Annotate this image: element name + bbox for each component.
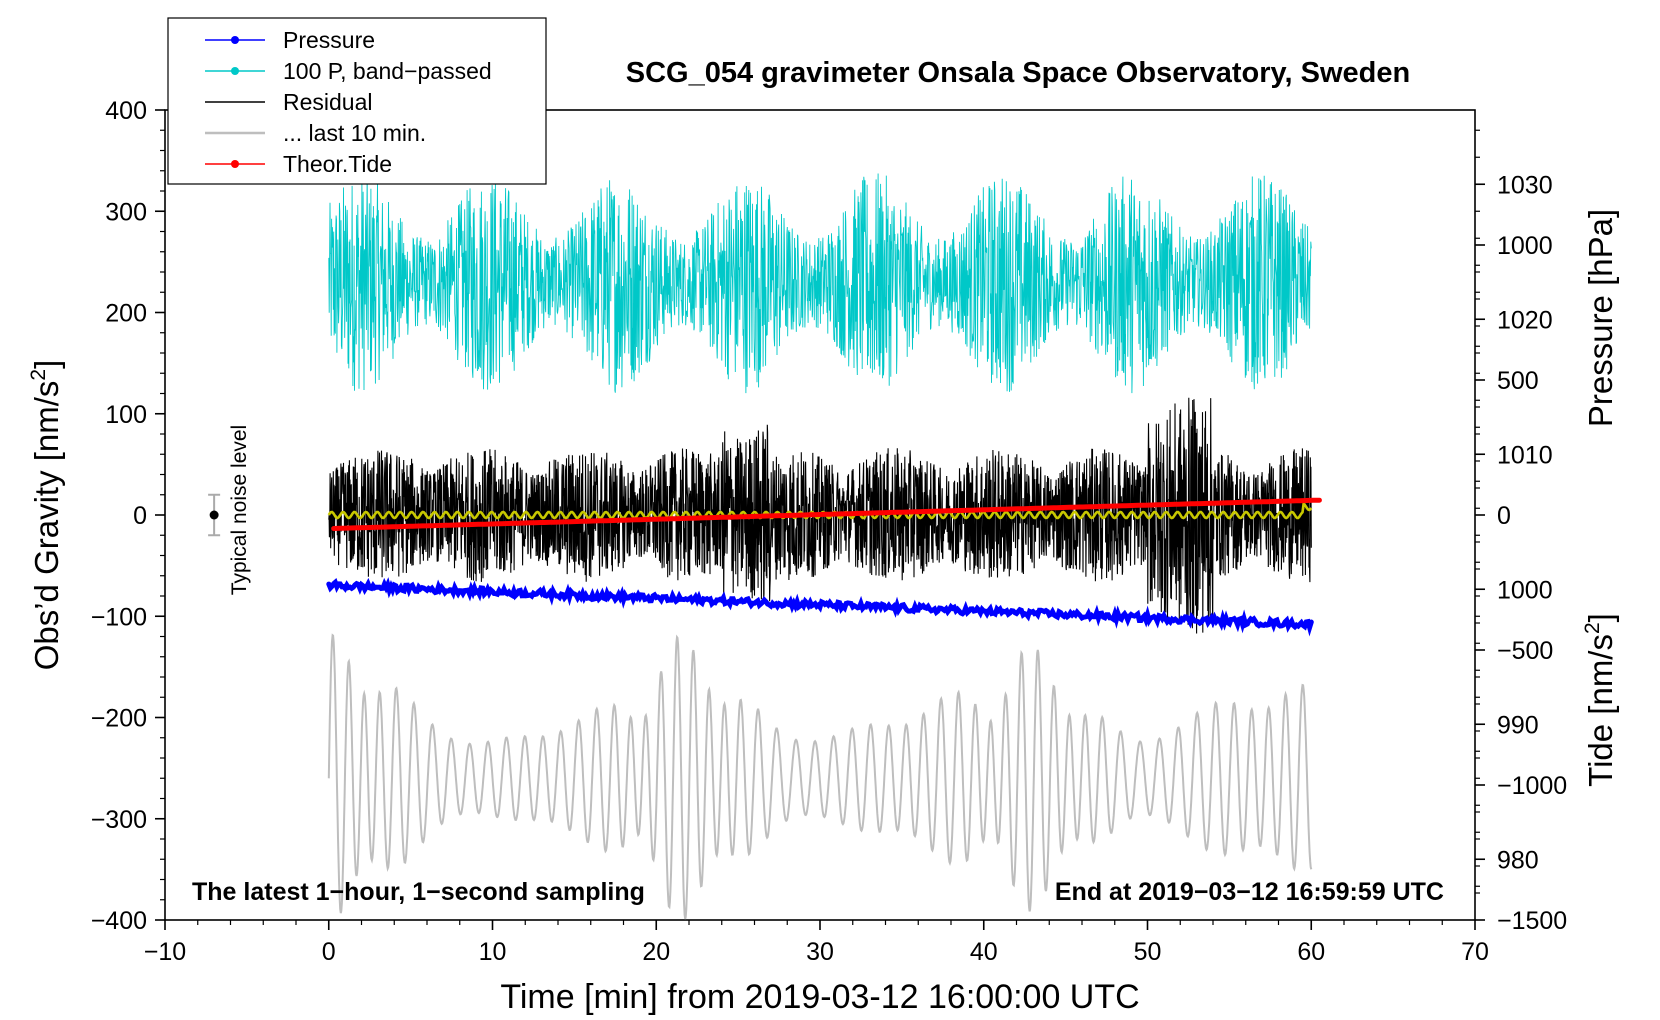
legend-label: 100 P, band−passed bbox=[283, 58, 492, 84]
pressure-axis-label: Pressure [hPa] bbox=[1582, 209, 1619, 427]
x-tick-label: 30 bbox=[806, 938, 834, 966]
legend-box bbox=[167, 17, 547, 185]
x-tick-label: 70 bbox=[1461, 938, 1489, 966]
tide-tick-label: 0 bbox=[1497, 502, 1511, 530]
y-tick-label: −300 bbox=[91, 806, 147, 834]
legend-swatch-marker bbox=[231, 67, 239, 75]
x-tick-label: 60 bbox=[1297, 938, 1325, 966]
tide-tick-label: 500 bbox=[1497, 367, 1539, 395]
legend: Pressure 100 P, band−passed Residual ... la… bbox=[167, 17, 547, 185]
y-axis-label: Obs’d Gravity [nm/s2] bbox=[27, 360, 65, 671]
y-tick-label: 100 bbox=[105, 401, 147, 429]
series-theoretical-tide bbox=[331, 497, 1322, 531]
legend-label: ... last 10 min. bbox=[283, 120, 426, 146]
legend-label: Pressure bbox=[283, 27, 375, 53]
x-axis-label: Time [min] from 2019-03-12 16:00:00 UTC bbox=[500, 978, 1139, 1016]
ticks-layer: −10 0 10 20 30 40 50 60 704003002001000−100−200−… bbox=[91, 97, 1568, 966]
pressure-tick-label: 980 bbox=[1497, 846, 1539, 874]
y-axis-label-main: Obs’d Gravity [nm/s bbox=[28, 381, 65, 671]
y-axis-label-sup: 2 bbox=[27, 369, 50, 381]
legend-swatch-marker bbox=[231, 36, 239, 44]
y-tick-label: 300 bbox=[105, 198, 147, 226]
chart-title: SCG_054 gravimeter Onsala Space Observat… bbox=[626, 57, 1410, 89]
series-layer bbox=[326, 173, 1322, 920]
series-pressure bbox=[326, 577, 1314, 637]
x-tick-label: −10 bbox=[144, 938, 186, 966]
y-tick-label: −200 bbox=[91, 705, 147, 733]
annotation-bottom-right: End at 2019−03−12 16:59:59 UTC bbox=[1055, 878, 1444, 906]
x-tick-label: 40 bbox=[970, 938, 998, 966]
tide-tick-label: 1000 bbox=[1497, 232, 1553, 260]
noise-bar-dot bbox=[209, 510, 219, 520]
x-tick-label: 50 bbox=[1134, 938, 1162, 966]
y-axis-label-close: ] bbox=[28, 360, 65, 369]
pressure-tick-label: 1000 bbox=[1497, 576, 1553, 604]
tide-axis-label-main: Tide [nm/s bbox=[1582, 634, 1619, 787]
tide-tick-label: −1000 bbox=[1497, 772, 1567, 800]
series-band-passed-pressure bbox=[328, 173, 1312, 394]
legend-label: Theor.Tide bbox=[283, 151, 392, 177]
annotation-bottom-left: The latest 1−hour, 1−second sampling bbox=[192, 878, 645, 906]
series-last-10-min bbox=[327, 633, 1313, 920]
tide-axis-label: Tide [nm/s2] bbox=[1581, 613, 1619, 787]
x-tick-label: 0 bbox=[322, 938, 336, 966]
tide-axis-label-sup: 2 bbox=[1581, 622, 1604, 634]
legend-swatch-marker bbox=[231, 160, 239, 168]
y-tick-label: 0 bbox=[133, 502, 147, 530]
x-tick-label: 10 bbox=[479, 938, 507, 966]
pressure-tick-label: 990 bbox=[1497, 711, 1539, 739]
tide-axis-label-close: ] bbox=[1582, 613, 1619, 622]
noise-level-label: Typical noise level bbox=[228, 425, 251, 595]
pressure-tick-label: 1010 bbox=[1497, 441, 1553, 469]
tide-tick-label: −500 bbox=[1497, 637, 1553, 665]
y-tick-label: −100 bbox=[91, 603, 147, 631]
legend-label: Residual bbox=[283, 89, 373, 115]
series-residual bbox=[328, 397, 1312, 634]
y-tick-label: −400 bbox=[91, 907, 147, 935]
y-tick-label: 200 bbox=[105, 300, 147, 328]
noise-level-bar bbox=[208, 493, 221, 537]
pressure-tick-label: 1030 bbox=[1497, 171, 1553, 199]
x-tick-label: 20 bbox=[642, 938, 670, 966]
tide-tick-label: −1500 bbox=[1497, 907, 1567, 935]
y-tick-label: 400 bbox=[105, 97, 147, 125]
pressure-tick-label: 1020 bbox=[1497, 306, 1553, 334]
